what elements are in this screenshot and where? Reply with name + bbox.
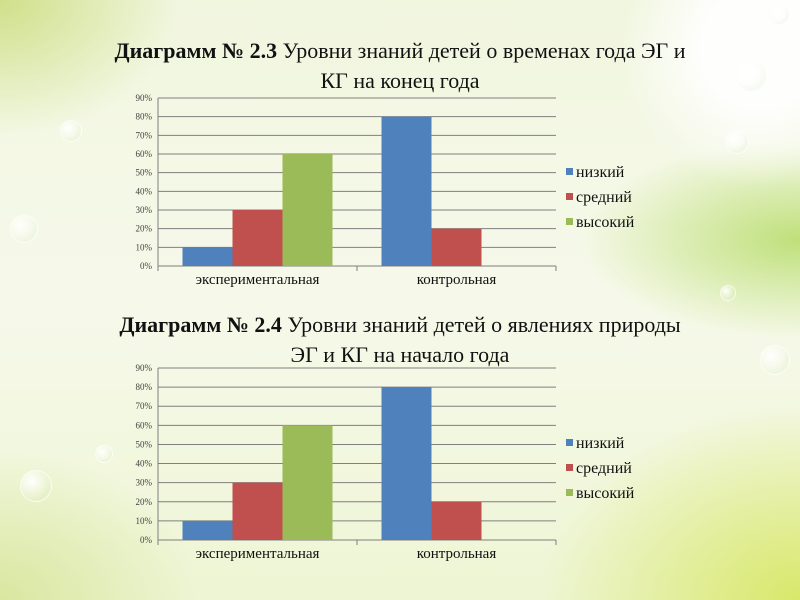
y-tick-label: 50% bbox=[136, 168, 153, 178]
chart-title-2-number: Диаграмм № 2.4 bbox=[119, 312, 282, 337]
y-tick-label: 10% bbox=[136, 242, 153, 252]
legend-label: низкий bbox=[576, 164, 625, 181]
chart-title-2-line2: ЭГ и КГ на начало года bbox=[290, 342, 510, 367]
legend-label: высокий bbox=[576, 485, 635, 502]
y-tick-label: 90% bbox=[136, 363, 153, 373]
category-label: экспериментальная bbox=[196, 546, 320, 562]
y-tick-label: 0% bbox=[140, 261, 153, 271]
y-tick-label: 80% bbox=[136, 382, 153, 392]
bar bbox=[431, 228, 482, 266]
y-tick-label: 20% bbox=[136, 497, 153, 507]
y-tick-label: 50% bbox=[136, 439, 153, 449]
y-tick-label: 40% bbox=[136, 459, 153, 469]
legend-swatch bbox=[566, 218, 573, 225]
y-tick-label: 30% bbox=[136, 205, 153, 215]
category-label: экспериментальная bbox=[196, 272, 320, 288]
y-tick-label: 70% bbox=[136, 130, 153, 140]
category-label: контрольная bbox=[417, 546, 497, 562]
legend-label: высокий bbox=[576, 214, 635, 231]
legend-swatch bbox=[566, 168, 573, 175]
chart-title-2: Диаграмм № 2.4 Уровни знаний детей о явл… bbox=[0, 310, 800, 370]
bar bbox=[431, 501, 482, 540]
legend-swatch bbox=[566, 464, 573, 471]
chart-title-1-text: Уровни знаний детей о временах года ЭГ и bbox=[277, 38, 686, 63]
y-tick-label: 0% bbox=[140, 535, 153, 545]
bar bbox=[232, 482, 283, 540]
chart-title-2-text: Уровни знаний детей о явлениях природы bbox=[281, 312, 681, 337]
legend-label: средний bbox=[576, 189, 632, 206]
bar bbox=[381, 387, 432, 540]
category-label: контрольная bbox=[417, 272, 497, 288]
y-tick-label: 60% bbox=[136, 420, 153, 430]
y-tick-label: 40% bbox=[136, 186, 153, 196]
bar bbox=[381, 116, 432, 267]
chart-title-1-line2: КГ на конец года bbox=[320, 68, 480, 93]
y-tick-label: 30% bbox=[136, 478, 153, 488]
legend-swatch bbox=[566, 439, 573, 446]
chart-title-1: Диаграмм № 2.3 Уровни знаний детей о вре… bbox=[0, 36, 800, 96]
y-tick-label: 20% bbox=[136, 224, 153, 234]
legend-label: низкий bbox=[576, 435, 625, 452]
legend-label: средний bbox=[576, 460, 632, 477]
bar bbox=[232, 210, 283, 266]
legend-swatch bbox=[566, 489, 573, 496]
bar bbox=[182, 520, 233, 540]
chart-title-1-number: Диаграмм № 2.3 bbox=[114, 38, 278, 63]
bar bbox=[182, 247, 233, 266]
bar bbox=[282, 154, 333, 266]
y-tick-label: 90% bbox=[136, 93, 153, 103]
y-tick-label: 70% bbox=[136, 401, 153, 411]
legend-swatch bbox=[566, 193, 573, 200]
y-tick-label: 80% bbox=[136, 112, 153, 122]
y-tick-label: 10% bbox=[136, 516, 153, 526]
bar bbox=[282, 425, 333, 540]
y-tick-label: 60% bbox=[136, 149, 153, 159]
